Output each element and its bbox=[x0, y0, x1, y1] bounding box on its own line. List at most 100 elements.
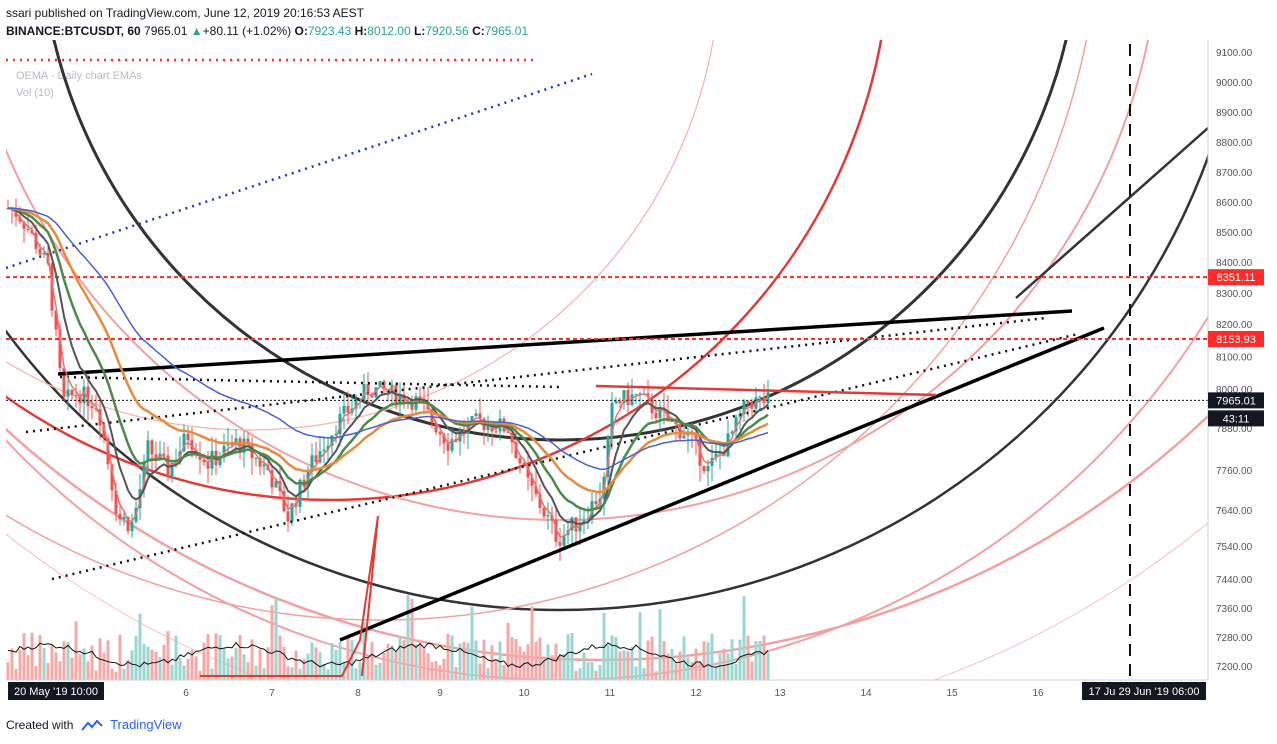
candle bbox=[538, 484, 542, 514]
candle-body bbox=[706, 465, 710, 472]
candle bbox=[666, 395, 670, 422]
candle-body bbox=[702, 465, 706, 472]
candle bbox=[638, 391, 642, 407]
open-label: O: bbox=[294, 24, 308, 38]
volume-bar bbox=[710, 633, 714, 680]
volume-bar bbox=[338, 641, 342, 680]
candle-body bbox=[558, 541, 562, 546]
volume-bar bbox=[622, 650, 626, 680]
volume-bar bbox=[286, 666, 290, 680]
candle-body bbox=[290, 503, 294, 522]
candle bbox=[582, 509, 586, 535]
candle bbox=[66, 374, 70, 411]
y-tick-label: 7200.00 bbox=[1216, 662, 1253, 673]
candle-body bbox=[442, 434, 446, 444]
high-label: H: bbox=[354, 24, 368, 38]
volume-bar bbox=[30, 632, 34, 680]
candle bbox=[322, 435, 326, 464]
chart-header: ssari published on TradingView.com, June… bbox=[6, 4, 528, 40]
x-end-badge-text: 17 Ju 29 Jun '19 06:00 bbox=[1089, 686, 1200, 698]
arc-line-5 bbox=[6, 414, 1208, 661]
legend-ema: OEMA - Daily chart EMAs bbox=[16, 70, 142, 82]
volume-bar bbox=[678, 651, 682, 680]
candle-body bbox=[626, 390, 630, 405]
volume-bar bbox=[70, 657, 74, 680]
candle bbox=[478, 398, 482, 421]
volume-bar bbox=[518, 646, 522, 680]
candle bbox=[86, 373, 90, 421]
volume-bar bbox=[686, 657, 690, 680]
volume-bar bbox=[166, 631, 170, 680]
lower-dotted-channel bbox=[51, 332, 1079, 581]
price-label-2: 7965.01 bbox=[1208, 392, 1264, 409]
candle bbox=[314, 441, 318, 467]
volume-bar bbox=[326, 669, 330, 680]
volume-bar bbox=[586, 662, 590, 680]
brand-name[interactable]: TradingView bbox=[110, 717, 182, 732]
ema-fast bbox=[7, 207, 769, 538]
candle bbox=[726, 420, 730, 458]
candle-body bbox=[26, 228, 30, 231]
volume-bar bbox=[306, 653, 310, 680]
candle-body bbox=[114, 490, 118, 514]
volume-bar bbox=[674, 662, 678, 680]
price-label-3: 43:11 bbox=[1208, 410, 1264, 427]
x-end-badge-bg bbox=[1082, 682, 1206, 700]
candle-body bbox=[122, 517, 126, 520]
volume-bar bbox=[126, 659, 130, 680]
ema-blue bbox=[8, 207, 769, 471]
candle-body bbox=[74, 395, 78, 397]
candle bbox=[130, 513, 134, 538]
candle-body bbox=[398, 394, 402, 405]
volume-bar bbox=[238, 635, 242, 680]
candle-body bbox=[486, 424, 490, 431]
volume-bar bbox=[482, 639, 486, 680]
volume-bar bbox=[522, 651, 526, 680]
candle-body bbox=[658, 407, 662, 419]
volume-bar bbox=[274, 598, 278, 680]
volume-bar bbox=[374, 664, 378, 680]
candle-body bbox=[334, 434, 338, 436]
candle-body bbox=[470, 416, 474, 424]
volume-bar bbox=[334, 650, 338, 680]
volume-bar bbox=[18, 649, 22, 680]
volume-bar bbox=[610, 635, 614, 680]
volume-bar bbox=[690, 661, 694, 680]
volume-bar bbox=[386, 643, 390, 680]
candle bbox=[734, 414, 738, 437]
candle bbox=[366, 372, 370, 405]
candle-body bbox=[514, 442, 518, 458]
volume-bar bbox=[454, 667, 458, 680]
candle-body bbox=[378, 381, 382, 388]
volume-bar bbox=[730, 639, 734, 680]
volume-bar bbox=[530, 606, 534, 680]
candle-body bbox=[246, 438, 250, 444]
candle bbox=[634, 393, 638, 405]
volume-bar bbox=[582, 652, 586, 680]
candle-body bbox=[446, 443, 450, 451]
volume-bar bbox=[58, 661, 62, 680]
volume-bar bbox=[106, 640, 110, 680]
candle bbox=[438, 430, 442, 447]
candle-body bbox=[610, 402, 614, 437]
volume-bar bbox=[102, 652, 106, 680]
volume-bar bbox=[578, 668, 582, 680]
candle bbox=[122, 512, 126, 526]
volume-bar bbox=[234, 647, 238, 680]
candle-body bbox=[494, 431, 498, 433]
candle-body bbox=[90, 406, 94, 409]
candle-body bbox=[366, 384, 370, 395]
volume-bar bbox=[158, 657, 162, 680]
volume-bar bbox=[642, 667, 646, 680]
candle-body bbox=[130, 521, 134, 532]
candle-body bbox=[450, 439, 454, 451]
volume-bar bbox=[270, 605, 274, 680]
candle-body bbox=[42, 253, 46, 255]
volume-bar bbox=[118, 634, 122, 680]
candle-body bbox=[94, 408, 98, 410]
volume-bar bbox=[538, 637, 542, 680]
volume-bar bbox=[6, 662, 10, 680]
candle-body bbox=[634, 394, 638, 396]
volume-bar bbox=[614, 637, 618, 680]
